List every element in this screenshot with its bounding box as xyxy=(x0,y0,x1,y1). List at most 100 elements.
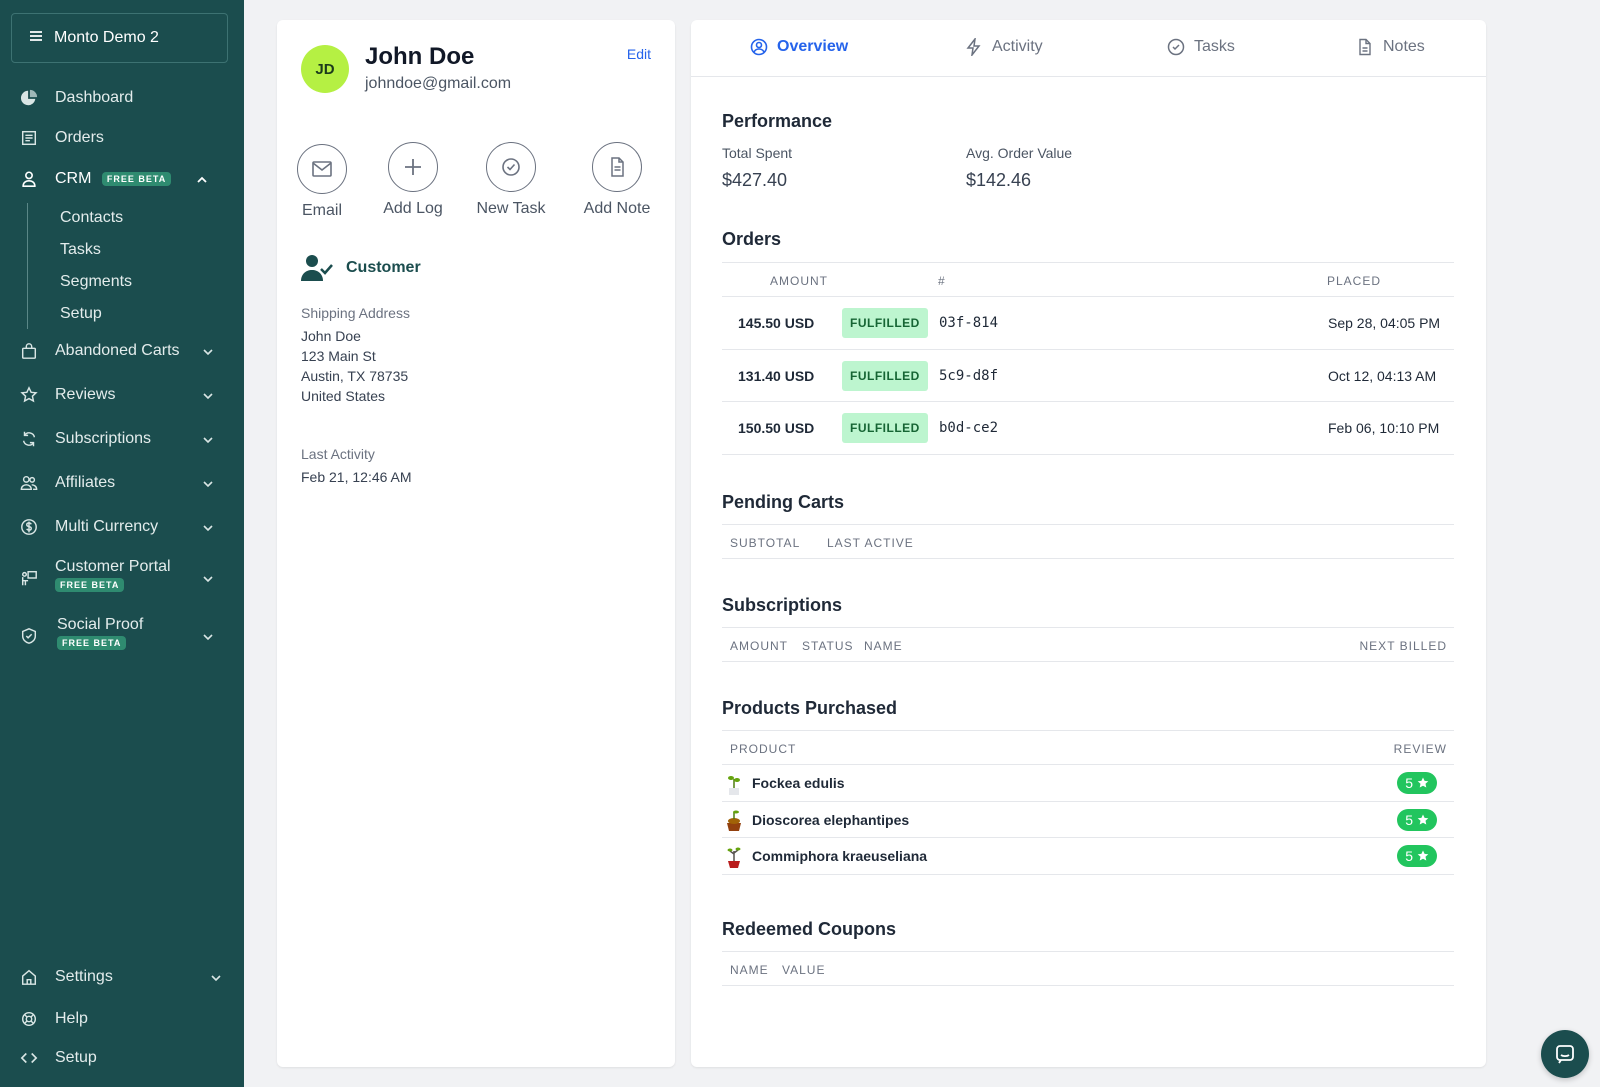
chat-launcher-button[interactable] xyxy=(1541,1030,1589,1078)
column-header: PRODUCT xyxy=(730,742,797,756)
chevron-down-icon xyxy=(202,521,214,533)
nav-label: Multi Currency xyxy=(55,518,159,535)
order-row[interactable]: 150.50 USD FULFILLED b0d-ce2 Feb 06, 10:… xyxy=(722,402,1454,455)
sub-item-contacts[interactable]: Contacts xyxy=(60,209,124,226)
nav-affiliates[interactable]: Affiliates xyxy=(0,473,244,493)
product-name[interactable]: Fockea edulis xyxy=(752,775,845,791)
product-row[interactable]: Fockea edulis 5 xyxy=(722,765,1454,802)
segment-label: Customer xyxy=(346,259,421,276)
order-amount: 131.40 USD xyxy=(738,368,815,384)
shipping-address-label: Shipping Address xyxy=(301,305,410,321)
nav-label-crm: CRM FREE BETA xyxy=(55,170,172,188)
nav-settings[interactable]: Settings xyxy=(0,967,244,987)
order-number[interactable]: 03f-814 xyxy=(939,315,999,331)
tab-notes[interactable]: Notes xyxy=(1356,38,1425,56)
chevron-down-icon xyxy=(202,572,214,584)
plant-thumbnail-icon xyxy=(727,847,741,868)
home-icon xyxy=(19,967,39,987)
review-score: 5 xyxy=(1405,775,1413,791)
beta-badge: FREE BETA xyxy=(55,578,125,592)
refresh-icon xyxy=(19,429,39,449)
nav-label: Customer Portal xyxy=(55,558,171,575)
add-note-button[interactable]: Add Note xyxy=(572,142,662,218)
avatar: JD xyxy=(301,45,349,93)
lifebuoy-icon xyxy=(19,1009,39,1029)
order-number[interactable]: 5c9-d8f xyxy=(939,368,999,384)
product-row[interactable]: Dioscorea elephantipes 5 xyxy=(722,802,1454,838)
nav-label: Subscriptions xyxy=(55,430,152,447)
new-task-button[interactable]: New Task xyxy=(466,142,556,218)
nav-subscriptions[interactable]: Subscriptions xyxy=(0,429,244,449)
products-title: Products Purchased xyxy=(722,698,898,718)
order-row[interactable]: 131.40 USD FULFILLED 5c9-d8f Oct 12, 04:… xyxy=(722,350,1454,402)
nav-setup[interactable]: Setup xyxy=(0,1048,244,1068)
pie-chart-icon xyxy=(19,88,39,108)
nav-reviews[interactable]: Reviews xyxy=(0,385,244,405)
tab-tasks[interactable]: Tasks xyxy=(1167,38,1235,56)
nav-customer-portal[interactable]: Customer Portal FREE BETA xyxy=(0,558,244,598)
column-header: NEXT BILLED xyxy=(1359,639,1447,653)
sub-item-segments[interactable]: Segments xyxy=(60,273,133,290)
review-score: 5 xyxy=(1405,812,1413,828)
nav-crm[interactable]: CRM FREE BETA xyxy=(0,169,244,189)
nav-label: Help xyxy=(55,1010,88,1027)
beta-badge: FREE BETA xyxy=(57,636,127,650)
column-header: PLACED xyxy=(1327,274,1382,288)
nav-abandoned-carts[interactable]: Abandoned Carts xyxy=(0,341,244,361)
nav-dashboard[interactable]: Dashboard xyxy=(0,88,244,108)
submenu-divider xyxy=(27,203,28,329)
user-check-icon xyxy=(301,255,333,281)
review-badge: 5 xyxy=(1397,845,1437,867)
nav-label: Orders xyxy=(55,129,104,146)
orders-title: Orders xyxy=(722,229,782,249)
order-amount: 150.50 USD xyxy=(738,420,815,436)
plant-thumbnail-icon xyxy=(727,810,741,831)
tab-activity[interactable]: Activity xyxy=(965,38,1043,56)
column-header: AMOUNT xyxy=(770,274,828,288)
chat-icon xyxy=(1556,1045,1574,1064)
nav-label: Reviews xyxy=(55,386,116,403)
last-activity-value: Feb 21, 12:46 AM xyxy=(301,469,412,485)
code-icon xyxy=(19,1048,39,1068)
customer-segment: Customer xyxy=(301,254,421,282)
edit-link[interactable]: Edit xyxy=(626,46,651,62)
order-number[interactable]: b0d-ce2 xyxy=(939,420,999,436)
add-log-button[interactable]: Add Log xyxy=(368,142,458,218)
order-placed: Oct 12, 04:13 AM xyxy=(1328,368,1437,384)
mail-icon xyxy=(297,144,347,194)
user-circle-icon xyxy=(750,38,768,56)
tab-label: Activity xyxy=(992,38,1043,55)
star-icon xyxy=(1417,777,1429,788)
nav-label: Setup xyxy=(55,1049,97,1066)
nav-help[interactable]: Help xyxy=(0,1009,244,1029)
store-switcher-button[interactable]: Monto Demo 2 xyxy=(11,13,228,63)
users-icon xyxy=(19,473,39,493)
review-badge: 5 xyxy=(1397,772,1437,794)
shopping-bag-icon xyxy=(19,341,39,361)
nav-label: Abandoned Carts xyxy=(55,342,180,359)
product-name[interactable]: Commiphora kraeuseliana xyxy=(752,848,928,864)
nav-social-proof[interactable]: Social Proof FREE BETA xyxy=(0,616,244,656)
pending-carts-table-header: SUBTOTAL LAST ACTIVE xyxy=(722,524,1454,559)
subscriptions-table-header: AMOUNT STATUS NAME NEXT BILLED xyxy=(722,627,1454,662)
tab-overview[interactable]: Overview xyxy=(750,38,848,56)
sub-item-setup[interactable]: Setup xyxy=(60,305,102,322)
product-row[interactable]: Commiphora kraeuseliana 5 xyxy=(722,838,1454,875)
nav-label: Settings xyxy=(55,968,113,985)
receipt-icon xyxy=(19,128,39,148)
order-row[interactable]: 145.50 USD FULFILLED 03f-814 Sep 28, 04:… xyxy=(722,297,1454,350)
portal-icon xyxy=(19,568,39,588)
performance-title: Performance xyxy=(722,111,833,131)
aov-label: Avg. Order Value xyxy=(966,145,1073,161)
bolt-icon xyxy=(966,38,981,56)
nav-label: Dashboard xyxy=(55,89,134,106)
nav-orders[interactable]: Orders xyxy=(0,128,244,148)
tab-label: Notes xyxy=(1383,38,1425,55)
product-name[interactable]: Dioscorea elephantipes xyxy=(752,812,910,828)
sub-item-tasks[interactable]: Tasks xyxy=(60,241,101,258)
nav-multi-currency[interactable]: Multi Currency xyxy=(0,517,244,537)
total-spent-label: Total Spent xyxy=(722,145,793,161)
overview-card: Overview Activity Tasks Notes Performanc… xyxy=(691,20,1486,1067)
aov-value: $142.46 xyxy=(966,170,1032,190)
email-action-button[interactable]: Email xyxy=(277,144,367,220)
